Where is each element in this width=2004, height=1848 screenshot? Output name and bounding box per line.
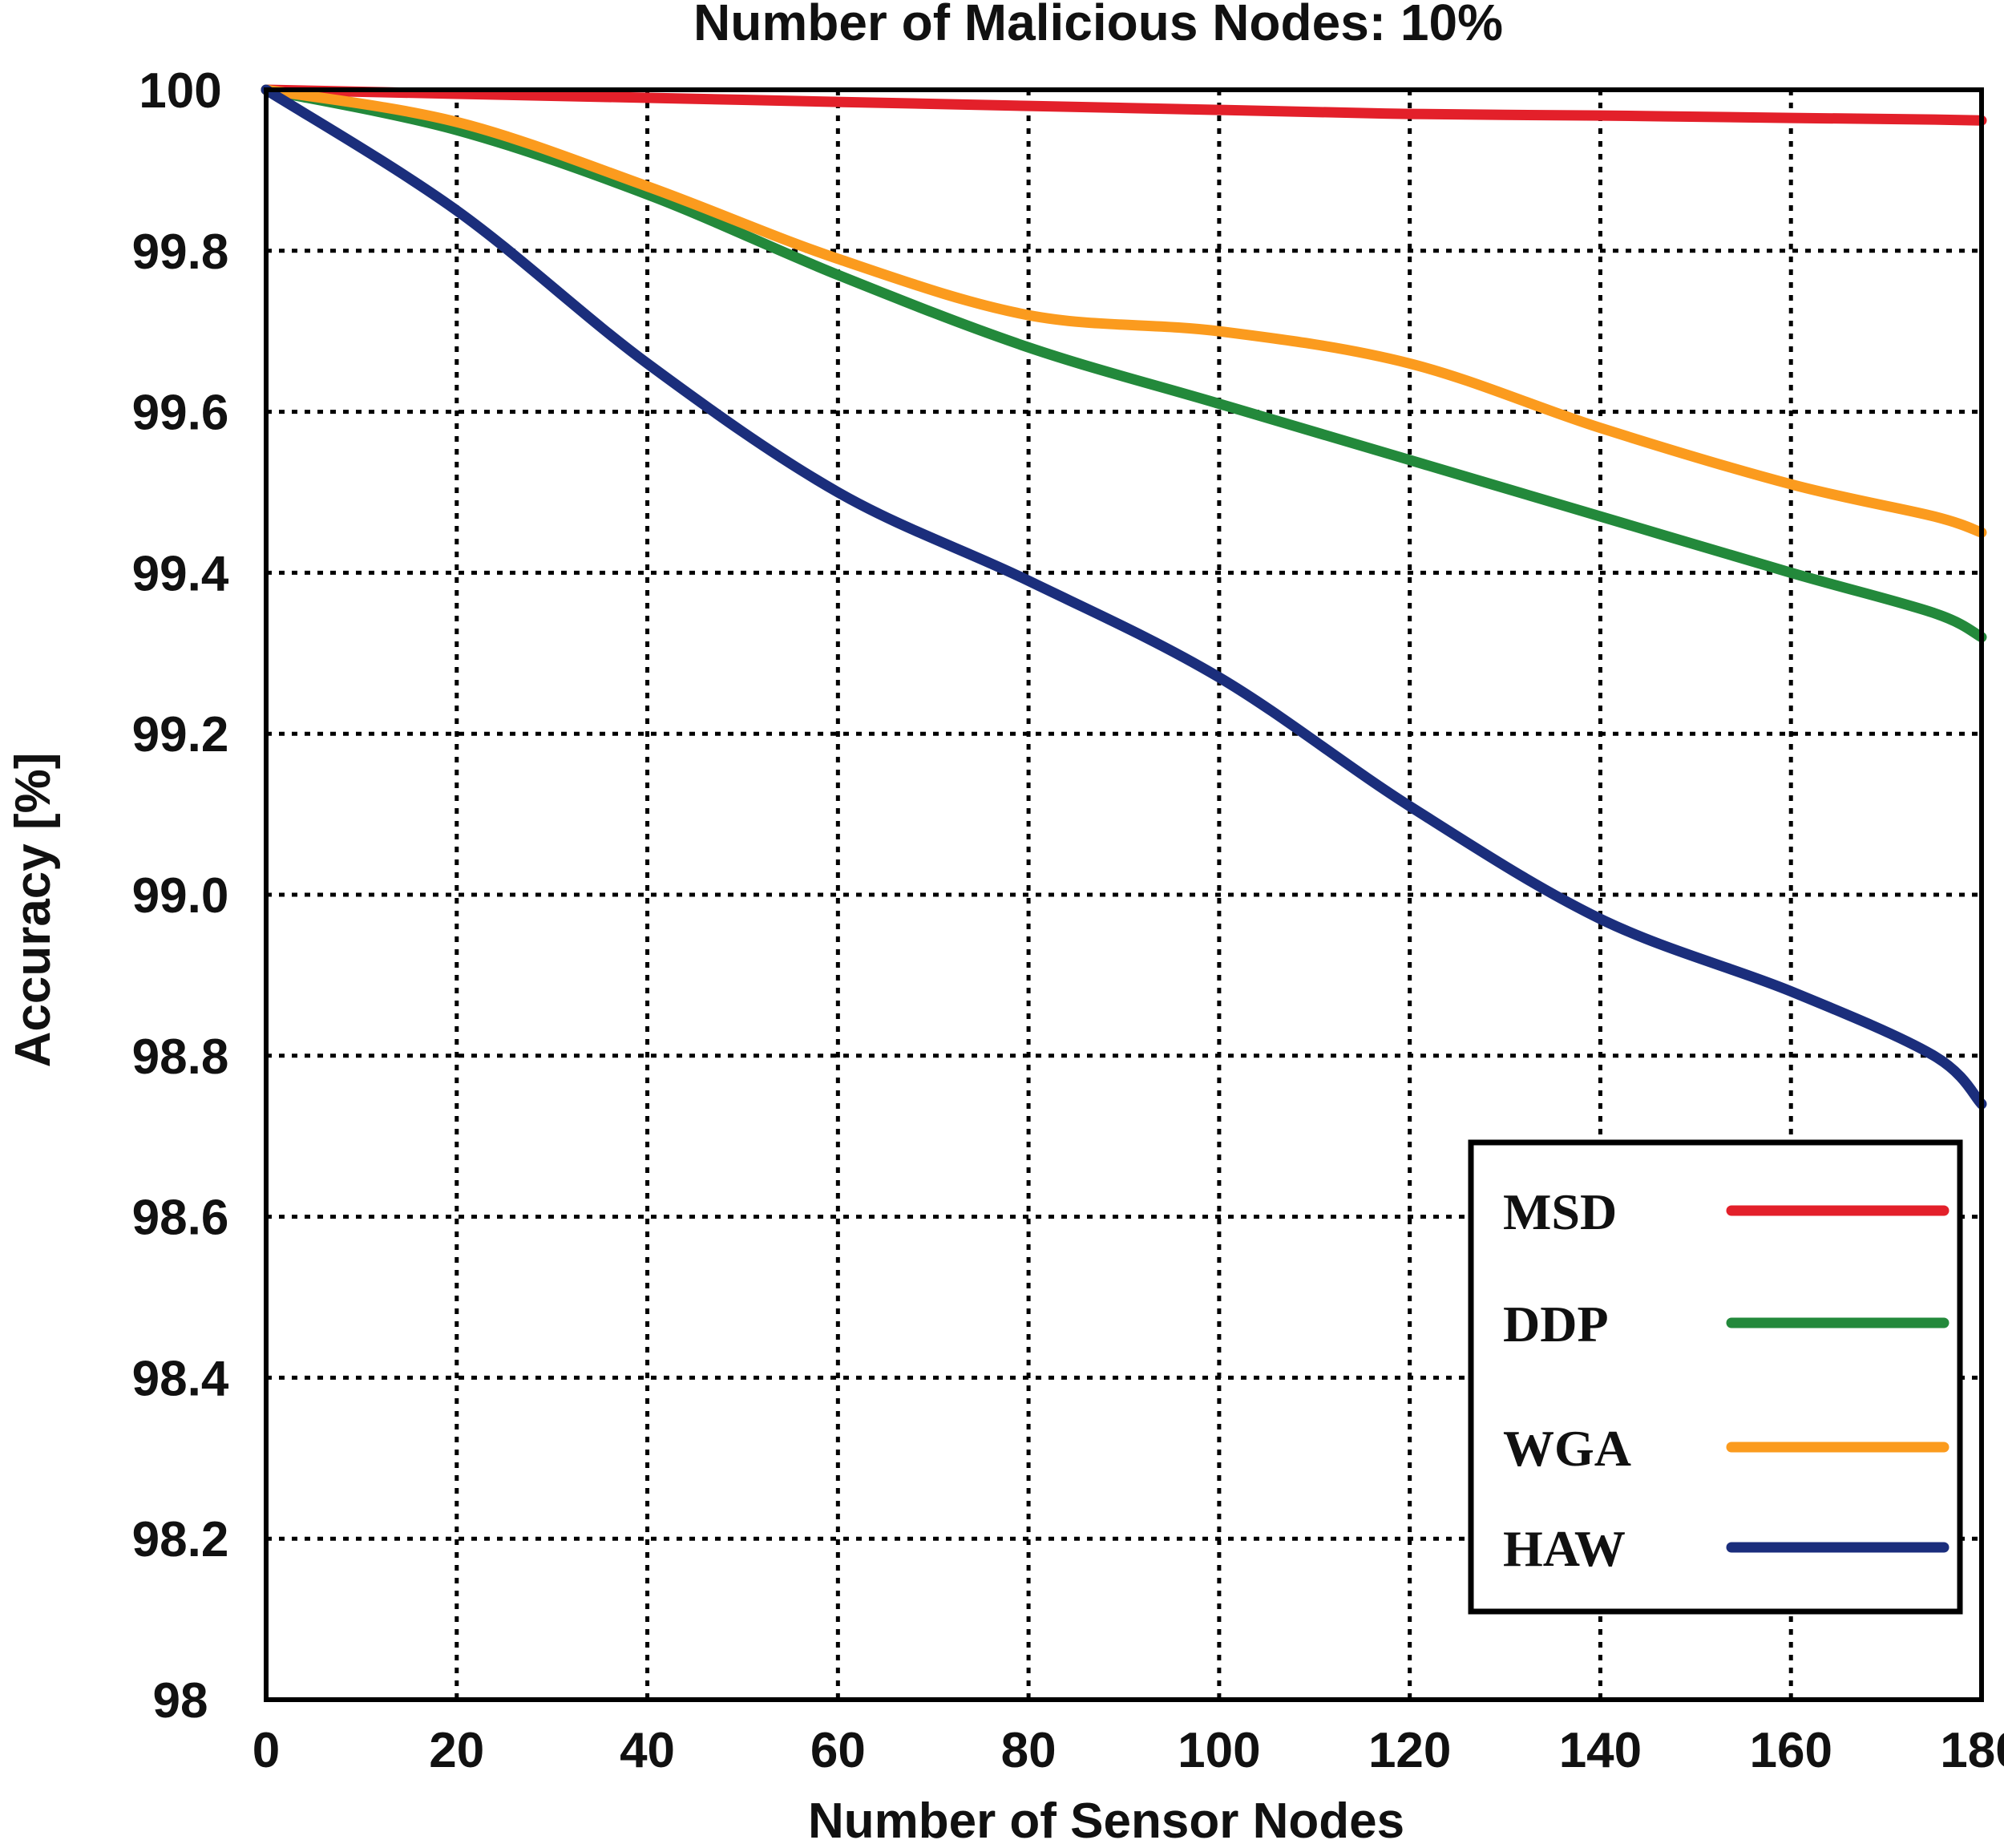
tick-labels: 0 20 40 60 80 100 120 140 160 180 98 98.2 98.4 98.6 98… (132, 63, 2004, 1778)
y-tick-label: 98.8 (132, 1029, 229, 1085)
y-tick-label: 99.6 (132, 386, 229, 441)
y-tick-label: 99.4 (132, 546, 229, 601)
y-tick-label: 99.2 (132, 707, 229, 762)
y-tick-label: 98.6 (132, 1191, 229, 1246)
y-axis-label: Accuracy [%] (6, 753, 61, 1068)
x-tick-label: 120 (1368, 1723, 1451, 1778)
series-line-ddp (261, 84, 1987, 643)
legend-label-wga: WGA (1503, 1420, 1631, 1477)
legend: MSD DDP WGA HAW (1468, 1139, 1963, 1615)
legend-label-msd: MSD (1503, 1183, 1617, 1240)
x-tick-label: 180 (1940, 1723, 2004, 1778)
x-tick-label: 20 (429, 1723, 484, 1778)
legend-label-haw: HAW (1503, 1520, 1626, 1577)
grid (266, 90, 1982, 1700)
y-tick-label: 98.4 (132, 1351, 229, 1406)
y-tick-label: 98.2 (132, 1512, 229, 1567)
y-tick-label: 99.0 (132, 868, 229, 924)
series-line-wga (261, 84, 1987, 538)
series-line-msd (261, 84, 1987, 126)
y-tick-label: 98 (153, 1673, 208, 1729)
x-tick-label: 40 (620, 1723, 675, 1778)
x-tick-label: 100 (1178, 1723, 1260, 1778)
x-tick-label: 0 (253, 1723, 280, 1778)
legend-label-ddp: DDP (1503, 1296, 1609, 1353)
x-tick-label: 80 (1001, 1723, 1057, 1778)
x-tick-label: 60 (810, 1723, 866, 1778)
series-lines (261, 84, 1987, 1110)
legend-box (1468, 1139, 1963, 1615)
plot-frame (264, 87, 1984, 1702)
x-tick-label: 160 (1749, 1723, 1832, 1778)
x-axis-label: Number of Sensor Nodes (808, 1793, 1404, 1844)
x-tick-label: 140 (1559, 1723, 1642, 1778)
y-tick-label: 99.8 (132, 224, 229, 280)
y-tick-label: 100 (139, 63, 221, 119)
chart-title: Number of Malicious Nodes: 10% (693, 0, 1503, 51)
series-line-haw (261, 84, 1987, 1110)
